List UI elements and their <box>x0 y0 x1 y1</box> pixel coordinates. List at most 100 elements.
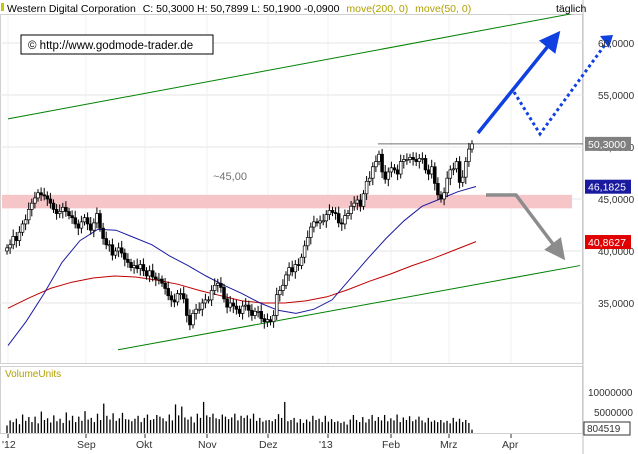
price-bar <box>48 192 53 209</box>
price-bar <box>169 291 174 307</box>
x-tick-label: Feb <box>382 439 400 451</box>
lower-channel-line <box>117 265 581 351</box>
price-bar <box>113 247 118 259</box>
price-bar <box>333 207 338 220</box>
price-bar <box>470 140 474 153</box>
price-bar <box>253 307 257 320</box>
volume-tick-10m: 10000000 <box>588 388 633 399</box>
price-bar <box>281 279 285 296</box>
price-bar <box>343 209 347 230</box>
price-bar <box>234 299 239 315</box>
volume-current-badge <box>583 421 631 436</box>
price-bar <box>92 218 96 238</box>
price-bar <box>278 286 282 302</box>
price-bar <box>8 239 12 255</box>
grid-lines <box>0 42 583 304</box>
price-bar <box>70 210 74 224</box>
price-badges: 50,3000 46,1825 40,8627 <box>585 136 631 250</box>
price-bar <box>386 167 391 187</box>
price-bar <box>423 154 428 174</box>
ma200-line <box>7 241 477 309</box>
price-bar <box>271 310 276 328</box>
price-bar <box>222 283 226 303</box>
price-bar <box>371 162 375 186</box>
price-bar <box>17 226 22 246</box>
price-bar <box>346 209 350 220</box>
alternative-projection-arrowhead <box>600 35 613 48</box>
header-text: Western Digital Corporation C: 50,3000 H… <box>7 3 471 15</box>
price-bar <box>57 204 62 219</box>
price-bar <box>212 278 217 295</box>
price-bar <box>33 191 37 209</box>
x-tick-label: Apr <box>502 439 519 451</box>
price-bar <box>349 200 353 220</box>
x-tick-label: Okt <box>136 439 152 451</box>
price-bar <box>417 153 422 169</box>
price-bar <box>259 304 263 324</box>
price-bar <box>5 244 9 255</box>
x-tick-label: '13 <box>319 439 333 451</box>
x-tick-label: '12 <box>2 439 16 451</box>
y-axis: 35,000040,000045,000050,000055,000060,00… <box>598 39 635 310</box>
price-bar <box>160 275 164 287</box>
x-tick-label: Nov <box>198 439 217 451</box>
x-tick-label: Mrz <box>440 439 458 451</box>
price-bar <box>302 240 307 264</box>
watermark-text[interactable]: © http://www.godmode-trader.de <box>28 40 193 52</box>
price-bar <box>110 238 115 261</box>
price-bar <box>26 202 31 225</box>
price-bar <box>460 170 465 187</box>
price-bars <box>5 140 474 331</box>
price-bar <box>405 153 409 165</box>
price-bar <box>380 148 384 179</box>
resistance-zone <box>2 194 572 209</box>
bullish-projection-arrow <box>476 30 561 135</box>
alternative-projection-dotted <box>512 41 609 137</box>
price-bar <box>200 298 205 317</box>
price-bar <box>312 215 316 233</box>
price-bar <box>352 196 356 211</box>
price-bar <box>309 222 313 245</box>
period-label: täglich <box>556 3 587 15</box>
price-bar <box>64 201 68 217</box>
price-bar <box>445 171 449 198</box>
x-axis: '12 Sep Okt Nov Dez '13 Feb Mrz Apr <box>2 434 519 451</box>
price-bar <box>219 277 223 293</box>
price-bar <box>451 162 456 176</box>
price-bar <box>324 210 329 228</box>
price-bar <box>442 187 446 206</box>
volume-current-label: 804519 <box>587 424 621 435</box>
vertical-grid-lines <box>7 15 512 363</box>
price-bar <box>206 296 211 304</box>
price-bar <box>42 187 46 201</box>
price-bar <box>398 154 403 179</box>
price-bar <box>330 206 335 217</box>
bearish-projection-arrow <box>486 193 566 261</box>
price-bar <box>231 298 236 314</box>
price-bar <box>23 214 28 231</box>
y-tick-label: 35,0000 <box>598 299 635 310</box>
price-bar <box>98 209 102 232</box>
price-bar <box>73 210 77 229</box>
price-bar <box>185 294 189 323</box>
price-bar <box>457 156 462 189</box>
price-bar <box>150 263 155 282</box>
price-badge-label: 40,8627 <box>588 237 626 249</box>
price-bar <box>197 302 201 314</box>
price-bar <box>67 207 71 220</box>
price-bar <box>361 190 366 210</box>
price-bar <box>194 303 198 320</box>
price-bar <box>411 152 415 166</box>
y-tick-label: 55,0000 <box>598 91 635 102</box>
quote-text: C: 50,3000 H: 50,7899 L: 50,1900 -0,0900 <box>143 3 340 15</box>
price-bar <box>448 165 453 186</box>
price-bar <box>129 258 133 272</box>
price-bar <box>464 157 468 185</box>
watermark-box <box>20 34 214 55</box>
price-bar <box>336 206 341 228</box>
price-bar <box>45 191 50 206</box>
volume-title: VolumeUnits <box>5 369 61 380</box>
price-bar <box>166 281 170 301</box>
price-bar <box>284 271 288 289</box>
